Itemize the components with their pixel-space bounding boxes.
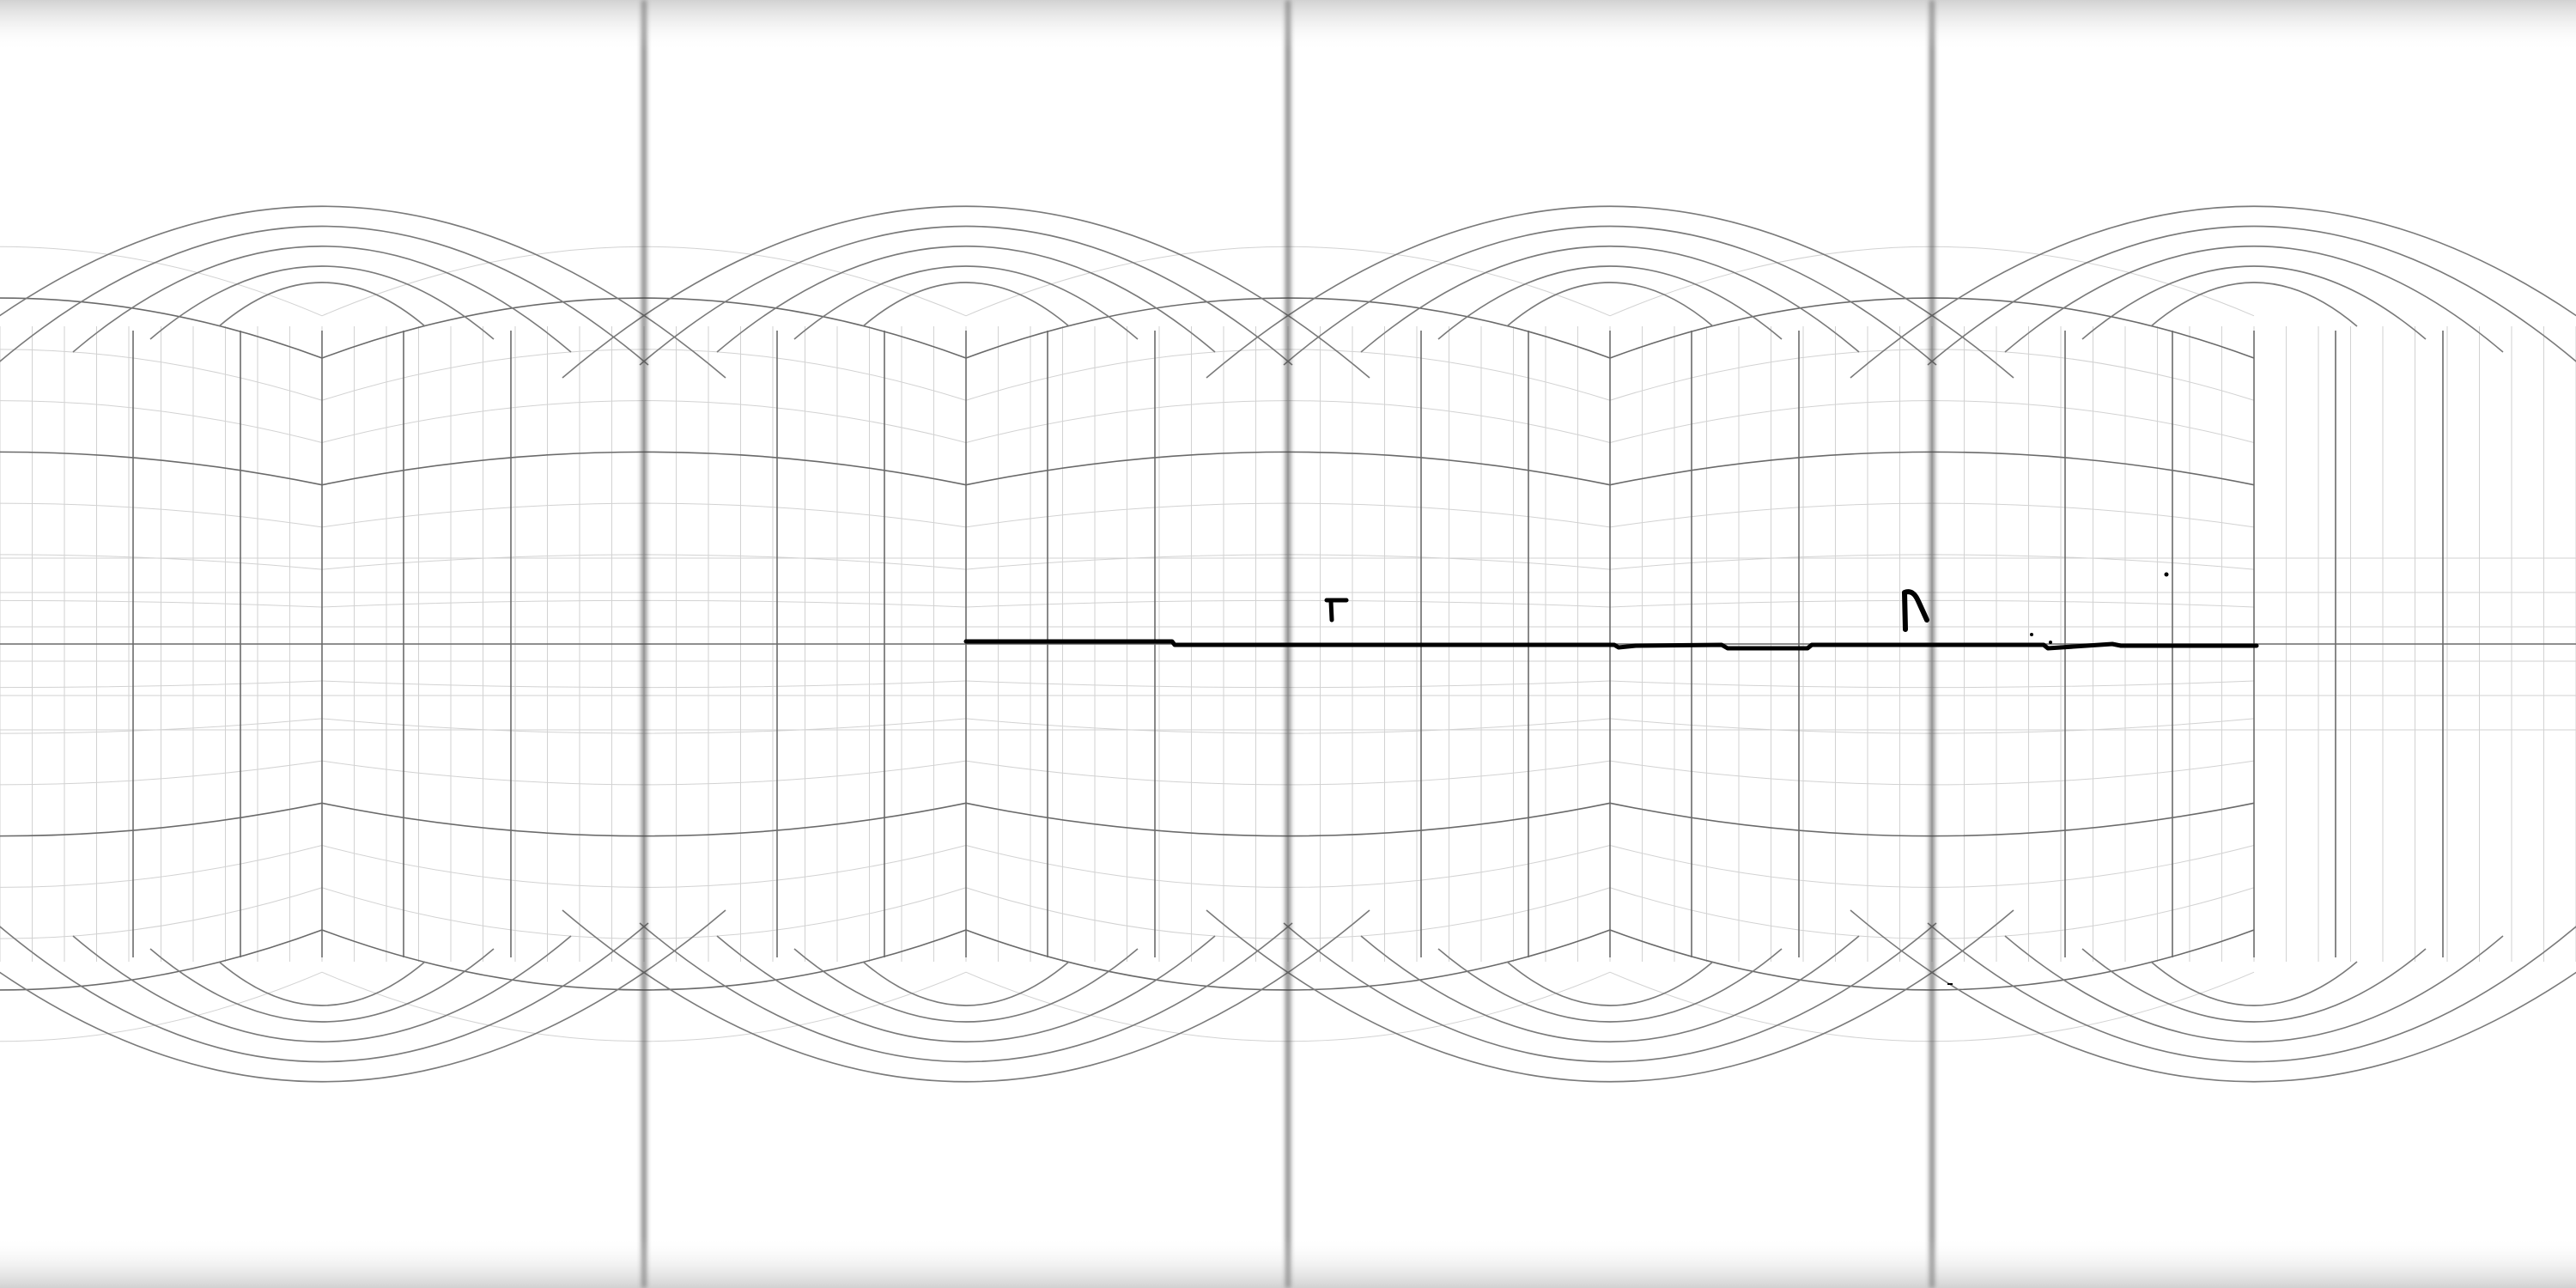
pole-arc-bottom <box>0 922 649 1063</box>
pole-arc-bottom <box>562 909 1370 1083</box>
sketch-letter-f <box>1324 598 1349 623</box>
pole-arc-bottom <box>2150 961 2358 1006</box>
pole-arc-bottom <box>72 935 572 1042</box>
pole-arc-bottom <box>1360 935 1860 1042</box>
latitude-line <box>0 802 323 837</box>
pole-arc-top <box>1360 246 1860 353</box>
pole-arc-top <box>0 225 649 366</box>
pole-arc-top <box>2150 282 2358 327</box>
pole-arc-top <box>218 282 426 327</box>
pole-arc-bottom <box>2081 948 2427 1023</box>
top-pole-fade <box>0 0 2576 52</box>
pole-arc-bottom <box>1437 948 1783 1023</box>
pole-arc-bottom <box>862 961 1070 1006</box>
pole-arc-bottom <box>793 948 1139 1023</box>
latitude-line <box>0 929 323 991</box>
latitude-line <box>0 760 323 786</box>
latitude-line <box>0 845 323 888</box>
pole-arc-bottom <box>1927 922 2576 1063</box>
latitude-line <box>0 451 323 486</box>
pole-arc-top <box>2004 246 2504 353</box>
pole-arc-bottom <box>149 948 495 1023</box>
pole-arc-bottom <box>639 922 1293 1063</box>
pole-arc-bottom <box>1506 961 1714 1006</box>
pole-arc-bottom <box>2004 935 2504 1042</box>
latitude-line <box>0 680 323 689</box>
pole-arc-top <box>562 205 1370 379</box>
pole-arc-top <box>72 246 572 353</box>
latitude-line <box>0 718 323 734</box>
pole-arc-top <box>862 282 1070 327</box>
pole-arc-top <box>1927 225 2576 366</box>
pole-arc-top <box>1437 265 1783 340</box>
pole-arc-top <box>1506 282 1714 327</box>
latitude-line <box>0 554 323 570</box>
pole-arc-bottom <box>1283 922 1937 1063</box>
pole-arc-top <box>2081 265 2427 340</box>
pole-arc-bottom <box>716 935 1216 1042</box>
sketch-letter-r <box>1902 589 1929 632</box>
pole-arc-bottom <box>1850 909 2576 1083</box>
pole-arc-top <box>1283 225 1937 366</box>
latitude-line <box>0 400 323 443</box>
pole-arc-top <box>1850 205 2576 379</box>
latitude-line <box>0 297 323 359</box>
pole-arc-bottom <box>218 961 426 1006</box>
pole-arc-top <box>149 265 495 340</box>
pole-arc-bottom <box>1206 909 2014 1083</box>
sketch-horizon-stroke <box>963 639 2259 651</box>
latitude-line <box>0 887 323 939</box>
latitude-line <box>0 971 323 1042</box>
latitude-line <box>0 349 323 401</box>
pole-arcs <box>0 205 2576 1083</box>
pole-arc-bottom <box>0 909 726 1083</box>
latitude-line <box>0 246 323 317</box>
latitude-line <box>0 502 323 528</box>
pole-arc-top <box>1206 205 2014 379</box>
pole-arc-top <box>0 205 726 379</box>
pole-arc-top <box>716 246 1216 353</box>
stray-specks <box>1947 572 2169 985</box>
bottom-pole-fade <box>0 1236 2576 1288</box>
latitude-line <box>0 599 323 608</box>
pole-arc-top <box>639 225 1293 366</box>
pole-arc-top <box>793 265 1139 340</box>
